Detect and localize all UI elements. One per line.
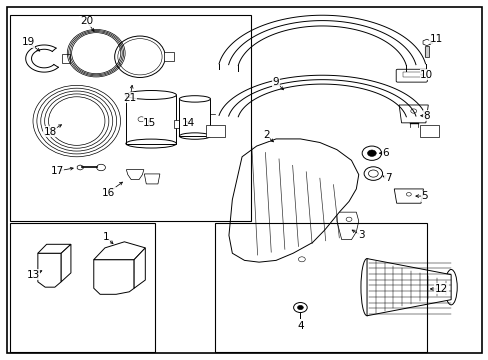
Ellipse shape <box>360 258 372 316</box>
Polygon shape <box>134 248 145 288</box>
Circle shape <box>364 167 382 180</box>
Text: 20: 20 <box>80 16 93 26</box>
Circle shape <box>297 305 303 310</box>
Text: 11: 11 <box>429 34 442 44</box>
Bar <box>424 46 428 57</box>
Text: 7: 7 <box>384 173 390 183</box>
Circle shape <box>298 257 305 262</box>
Text: 10: 10 <box>419 69 432 80</box>
Text: 1: 1 <box>102 232 109 242</box>
Ellipse shape <box>125 90 176 99</box>
Ellipse shape <box>179 96 210 102</box>
Polygon shape <box>398 105 427 123</box>
Text: 5: 5 <box>420 191 427 201</box>
Text: 4: 4 <box>297 321 303 332</box>
Circle shape <box>362 146 381 160</box>
Bar <box>10 15 250 221</box>
Text: 3: 3 <box>357 230 364 240</box>
Polygon shape <box>61 244 71 282</box>
Bar <box>403 72 420 77</box>
Polygon shape <box>77 165 83 170</box>
Text: 19: 19 <box>21 37 35 48</box>
Polygon shape <box>366 258 450 316</box>
Polygon shape <box>336 212 358 240</box>
Polygon shape <box>422 39 430 46</box>
Bar <box>164 53 174 61</box>
Text: 8: 8 <box>423 111 429 121</box>
Bar <box>125 95 176 144</box>
Polygon shape <box>38 244 71 253</box>
Circle shape <box>97 164 105 171</box>
Polygon shape <box>144 174 160 184</box>
Bar <box>179 99 210 136</box>
Circle shape <box>293 302 306 312</box>
Text: 21: 21 <box>123 93 137 103</box>
Bar <box>205 125 224 137</box>
Text: 15: 15 <box>143 118 156 128</box>
Text: 13: 13 <box>26 270 40 280</box>
Polygon shape <box>94 242 145 260</box>
Polygon shape <box>94 260 134 294</box>
FancyBboxPatch shape <box>395 69 427 82</box>
Polygon shape <box>228 139 358 262</box>
Text: 9: 9 <box>272 77 279 87</box>
Circle shape <box>236 229 244 235</box>
Text: 18: 18 <box>43 127 57 137</box>
Bar <box>215 223 426 352</box>
Circle shape <box>367 150 375 157</box>
Bar <box>61 54 70 63</box>
Polygon shape <box>393 189 423 203</box>
Text: 2: 2 <box>263 130 269 140</box>
Text: 16: 16 <box>102 188 115 198</box>
Text: 12: 12 <box>434 284 447 294</box>
Polygon shape <box>126 170 143 180</box>
Ellipse shape <box>444 270 456 305</box>
Text: 14: 14 <box>182 118 195 128</box>
Bar <box>174 120 184 128</box>
Bar <box>419 125 438 137</box>
Text: 17: 17 <box>51 166 64 176</box>
Text: 6: 6 <box>382 148 388 158</box>
Polygon shape <box>38 253 61 287</box>
Bar <box>10 223 155 352</box>
Circle shape <box>138 117 144 122</box>
